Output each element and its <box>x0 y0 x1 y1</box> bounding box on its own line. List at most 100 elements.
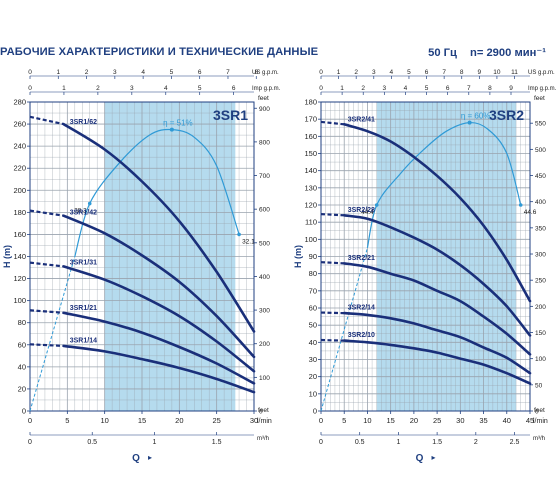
chart-3sr1-x4-unit: US g.p.m. <box>252 70 279 76</box>
chart-3sr2-x3-tick-label: 1 <box>340 85 344 92</box>
chart-3sr1-x2-tick-label: 1.5 <box>212 439 222 446</box>
chart-3sr1-x-tick-label: 5 <box>65 416 69 425</box>
chart-3sr2-y-tick-label: 120 <box>304 201 317 210</box>
chart-3sr2-x-tick-label: 10 <box>363 416 371 425</box>
speed-label: n= 2900 мин⁻¹ <box>469 47 546 59</box>
chart-3sr2-y-tick-label: 140 <box>304 166 317 175</box>
chart-3sr2-x-tick-label: 25 <box>433 416 441 425</box>
chart-3sr2-x3-tick-label: 8 <box>488 85 492 92</box>
chart-3sr1-y-tick-label: 60 <box>18 340 26 349</box>
chart-3sr1-y-tick-label: 20 <box>18 384 26 393</box>
chart-3sr2-y2-tick-label: 200 <box>535 304 546 311</box>
chart-3sr2-x4-tick-label: 1 <box>337 69 341 76</box>
chart-3sr1-x2-tick-label: 0.5 <box>87 439 97 446</box>
chart-3sr2-series-label: 3SR2/28 <box>348 207 375 214</box>
chart-3sr1-x-tick-label: 0 <box>28 416 32 425</box>
chart-3sr2-x3-tick-label: 7 <box>467 85 471 92</box>
chart-3sr1-pump-curve-dashed <box>29 115 64 126</box>
chart-3sr1-efficiency-curve-dashed <box>29 256 76 412</box>
chart-3sr1-x-tick-label: 15 <box>138 416 146 425</box>
chart-3sr1-x2-tick-label: 1 <box>152 439 156 446</box>
chart-3sr2-y-tick-label: 0 <box>313 407 317 416</box>
chart-3sr1-x4-tick-label: 7 <box>226 69 230 76</box>
chart-3sr2-y2-unit-bottom: feet <box>534 407 545 414</box>
page-title: РАБОЧИЕ ХАРАКТЕРИСТИКИ И ТЕХНИЧЕСКИЕ ДАН… <box>0 46 319 58</box>
chart-3sr2-efficiency-endpoint <box>374 203 379 207</box>
chart-3sr2-y-tick-label: 170 <box>304 115 317 124</box>
chart-3sr2-x2-tick-label: 1 <box>396 439 400 446</box>
chart-3sr1-x4-tick-label: 3 <box>113 69 117 76</box>
chart-3sr2-efficiency-curve <box>366 121 522 249</box>
chart-3sr1-y2-tick-label: 100 <box>259 375 270 382</box>
chart-3sr1-efficiency-curve <box>74 128 240 257</box>
chart-3sr1-x3-tick-label: 1 <box>62 85 66 92</box>
chart-3sr2-x4-unit: US g.p.m. <box>528 70 555 76</box>
chart-3sr2-series-label: 3SR2/14 <box>348 304 375 311</box>
chart-3sr2-x-tick-label: 35 <box>479 416 487 425</box>
chart-3sr1-pump-curve-dashed <box>29 343 64 347</box>
chart-3sr1-y-tick-label: 80 <box>18 318 26 327</box>
chart-3sr1-y-tick-label: 140 <box>13 252 26 261</box>
chart-3sr2-x-tick-label: 20 <box>410 416 418 425</box>
chart-3sr2-y-tick-label: 70 <box>309 286 317 295</box>
chart-3sr1-x4-tick-label: 8 <box>254 69 258 76</box>
chart-3sr1-x-tick-label: 10 <box>100 416 108 425</box>
chart-3sr1-x-unit: l/min <box>257 418 272 425</box>
chart-3sr2-x-tick-label: 15 <box>386 416 394 425</box>
chart-3sr1-x4-tick-label: 5 <box>170 69 174 76</box>
chart-3sr2-y-tick-label: 80 <box>309 269 317 278</box>
chart-3sr2-y-tick-label: 100 <box>304 235 317 244</box>
chart-3sr2-pump-curve-dashed <box>320 311 345 315</box>
chart-3sr2-x2-tick-label: 1.5 <box>432 439 442 446</box>
chart-3sr1-y2-tick-label: 700 <box>259 173 270 180</box>
chart-3sr2-y2-tick-label: 0 <box>535 409 539 416</box>
chart-3sr2-y2-unit: feet <box>534 95 545 102</box>
chart-3sr1-x-tick-label: 30 <box>250 416 258 425</box>
chart-3sr1-x3-tick-label: 0 <box>28 85 32 92</box>
chart-3sr1-y2-unit: feet <box>258 95 269 102</box>
chart-3sr2-x-unit: l/min <box>533 418 548 425</box>
chart-3sr2-y-tick-label: 180 <box>304 98 317 107</box>
chart-3sr1-pump-curve <box>62 311 256 385</box>
chart-3sr1-y-tick-label: 260 <box>13 120 26 129</box>
chart-3sr1-y-tick-label: 280 <box>13 98 26 107</box>
chart-3sr2-y-tick-label: 40 <box>309 338 317 347</box>
chart-3sr1-x3-unit: Imp g.p.m. <box>252 86 281 92</box>
chart-3sr2-x3-tick-label: 2 <box>361 85 365 92</box>
chart-3sr2-x2-tick-label: 2.5 <box>510 439 520 446</box>
chart-3sr2-y-tick-label: 20 <box>309 372 317 381</box>
chart-3sr1-x-axis-arrow: ▸ <box>148 453 152 462</box>
chart-3sr1-series-label: 3SR1/42 <box>70 209 97 216</box>
chart-3sr1-y-tick-label: 0 <box>22 407 26 416</box>
chart-3sr1-y2-tick-label: 800 <box>259 139 270 146</box>
chart-3sr2-y2-tick-label: 400 <box>535 199 546 206</box>
chart-3sr2-y2-tick-label: 150 <box>535 330 546 337</box>
chart-3sr2-x3-unit: Imp g.p.m. <box>528 86 557 92</box>
chart-3sr1-efficiency-peak-label: η = 51% <box>163 119 193 128</box>
chart-3sr1-pump-curve <box>62 344 256 394</box>
chart-3sr1-efficiency-end-label: 38.3 <box>74 208 87 215</box>
chart-3sr2-x-tick-label: 0 <box>319 416 323 425</box>
chart-3sr2-x-axis-arrow: ▸ <box>431 453 435 462</box>
chart-3sr1-y2-tick-label: 500 <box>259 240 270 247</box>
chart-3sr1-pump-curve-dashed <box>29 309 64 314</box>
chart-3sr2-x2-tick-label: 2 <box>474 439 478 446</box>
chart-3sr1-efficiency-end-label: 32.1 <box>242 238 255 245</box>
chart-3sr2-x-tick-label: 30 <box>456 416 464 425</box>
chart-3sr1-x4-tick-label: 4 <box>141 69 145 76</box>
chart-3sr1-y-tick-label: 200 <box>13 186 26 195</box>
chart-3sr1-pump-curve <box>62 214 256 359</box>
chart-3sr2-y-tick-label: 30 <box>309 355 317 364</box>
chart-3sr2-x4-tick-label: 6 <box>425 69 429 76</box>
chart-3sr1-x3-tick-label: 6 <box>232 85 236 92</box>
chart-3sr2-efficiency-peak-label: η = 60% <box>461 112 491 121</box>
chart-3sr2-y2-tick-label: 100 <box>535 356 546 363</box>
chart-3sr2-y2-tick-label: 300 <box>535 252 546 259</box>
chart-3sr2-pump-curve-dashed <box>320 120 345 126</box>
chart-3sr2-x4-tick-label: 3 <box>372 69 376 76</box>
chart-3sr2-x4-tick-label: 10 <box>493 69 501 76</box>
chart-3sr2-y2-tick-label: 350 <box>535 225 546 232</box>
chart-3sr2-y2-tick-label: 450 <box>535 173 546 180</box>
chart-3sr1-y2-tick-label: 0 <box>259 409 263 416</box>
